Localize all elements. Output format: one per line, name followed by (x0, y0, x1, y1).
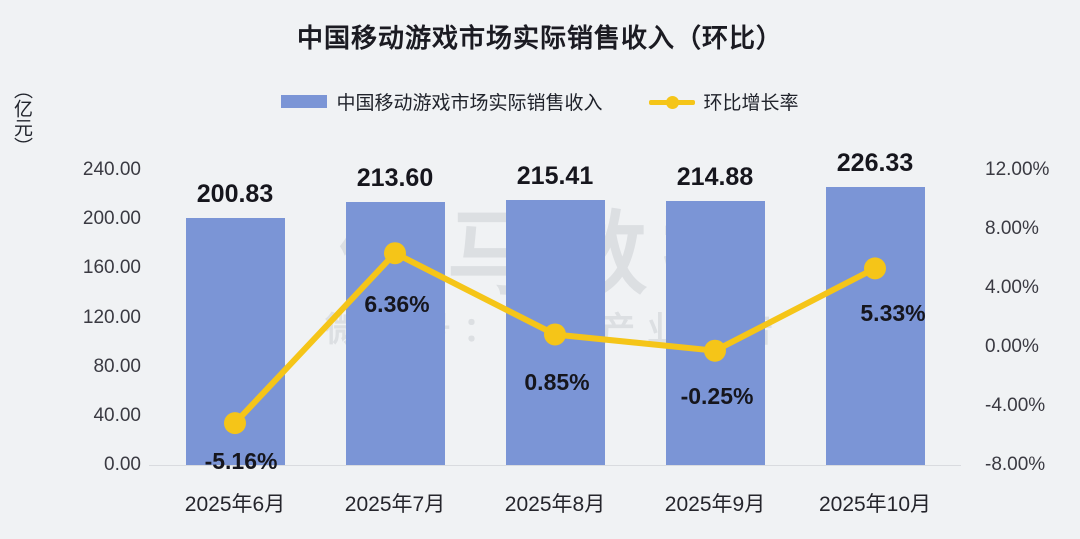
bar-value-label: 226.33 (836, 148, 914, 177)
data-point-marker[interactable] (384, 242, 406, 265)
y-axis-tick-left: 120.00 (82, 306, 141, 328)
bar-swatch-icon (281, 95, 328, 108)
y-axis-tick-right: -4.00% (985, 395, 1046, 416)
data-point-marker[interactable] (864, 257, 886, 280)
y-axis-tick-right: 12.00% (985, 159, 1050, 180)
growth-rate-label: -0.25% (680, 382, 754, 409)
y-axis-unit-label: （亿元） (11, 80, 32, 156)
x-axis-tick-label: 2025年7月 (344, 493, 446, 516)
x-axis-tick-label: 2025年9月 (664, 493, 766, 516)
bar-value-label: 200.83 (196, 180, 274, 209)
y-axis-tick-right: 0.00% (985, 336, 1039, 357)
x-axis-tick-label: 2025年8月 (504, 493, 606, 516)
legend-entry-revenue[interactable]: 中国移动游戏市场实际销售收入 (281, 88, 603, 115)
growth-rate-line-series (224, 242, 886, 435)
data-point-marker[interactable] (544, 323, 566, 346)
x-axis-tick-label: 2025年6月 (184, 493, 286, 516)
y-axis-tick-left: 240.00 (82, 159, 141, 180)
axis-baseline (149, 465, 961, 466)
line-swatch-icon (648, 95, 695, 109)
data-point-marker[interactable] (224, 412, 246, 435)
plot-area: 伽马数据 微信号：游戏产业报告 240.00200.00160.00120.00… (83, 148, 1050, 516)
y-axis-tick-right: 8.00% (985, 218, 1039, 239)
data-point-marker[interactable] (704, 339, 726, 362)
y-axis-tick-left: 40.00 (93, 404, 141, 426)
growth-rate-label: -5.16% (204, 448, 278, 475)
growth-rate-label: 0.85% (524, 369, 590, 396)
legend-entry-growth-rate[interactable]: 环比增长率 (648, 88, 799, 115)
legend-label-growth-rate: 环比增长率 (703, 93, 799, 114)
y-axis-tick-left: 160.00 (82, 257, 141, 279)
page-title: 中国移动游戏市场实际销售收入（环比） (296, 23, 783, 53)
y-axis-tick-left: 0.00 (104, 454, 141, 475)
x-axis-tick-label: 2025年10月 (818, 493, 932, 516)
growth-rate-label: 6.36% (364, 291, 430, 318)
y-axis-tick-right: -8.00% (985, 454, 1046, 475)
y-axis-tick-left: 80.00 (93, 355, 141, 377)
y-axis-tick-left: 200.00 (82, 208, 141, 230)
chart-legend: 中国移动游戏市场实际销售收入 环比增长率 (0, 88, 1080, 115)
bar-value-label: 215.41 (516, 162, 594, 191)
growth-rate-label: 5.33% (860, 300, 926, 327)
bar-value-label: 213.60 (356, 164, 434, 193)
bar-value-label: 214.88 (676, 162, 754, 191)
bar-2025年10月[interactable] (825, 186, 925, 465)
y-axis-tick-right: 4.00% (985, 277, 1039, 298)
legend-label-revenue: 中国移动游戏市场实际销售收入 (336, 93, 603, 114)
